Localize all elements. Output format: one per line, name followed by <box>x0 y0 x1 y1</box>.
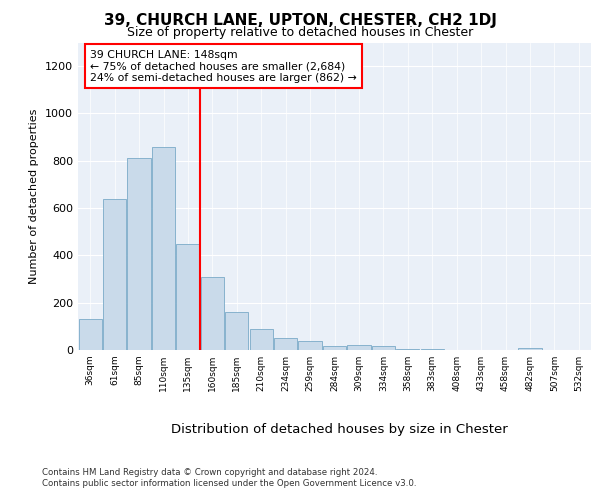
Bar <box>518 348 542 350</box>
Bar <box>372 346 395 350</box>
Bar <box>103 198 126 350</box>
Bar <box>250 328 273 350</box>
Bar <box>79 320 102 350</box>
Bar <box>274 338 297 350</box>
Bar <box>176 244 200 350</box>
Text: 39, CHURCH LANE, UPTON, CHESTER, CH2 1DJ: 39, CHURCH LANE, UPTON, CHESTER, CH2 1DJ <box>104 12 496 28</box>
Bar <box>396 349 419 350</box>
Bar <box>298 340 322 350</box>
Text: Contains HM Land Registry data © Crown copyright and database right 2024.
Contai: Contains HM Land Registry data © Crown c… <box>42 468 416 487</box>
Text: Size of property relative to detached houses in Chester: Size of property relative to detached ho… <box>127 26 473 39</box>
Bar <box>201 276 224 350</box>
Bar <box>127 158 151 350</box>
Text: 39 CHURCH LANE: 148sqm
← 75% of detached houses are smaller (2,684)
24% of semi-: 39 CHURCH LANE: 148sqm ← 75% of detached… <box>90 50 357 83</box>
Text: Distribution of detached houses by size in Chester: Distribution of detached houses by size … <box>170 422 508 436</box>
Bar <box>152 146 175 350</box>
Y-axis label: Number of detached properties: Number of detached properties <box>29 108 40 284</box>
Bar <box>323 346 346 350</box>
Bar <box>225 312 248 350</box>
Bar <box>347 346 371 350</box>
